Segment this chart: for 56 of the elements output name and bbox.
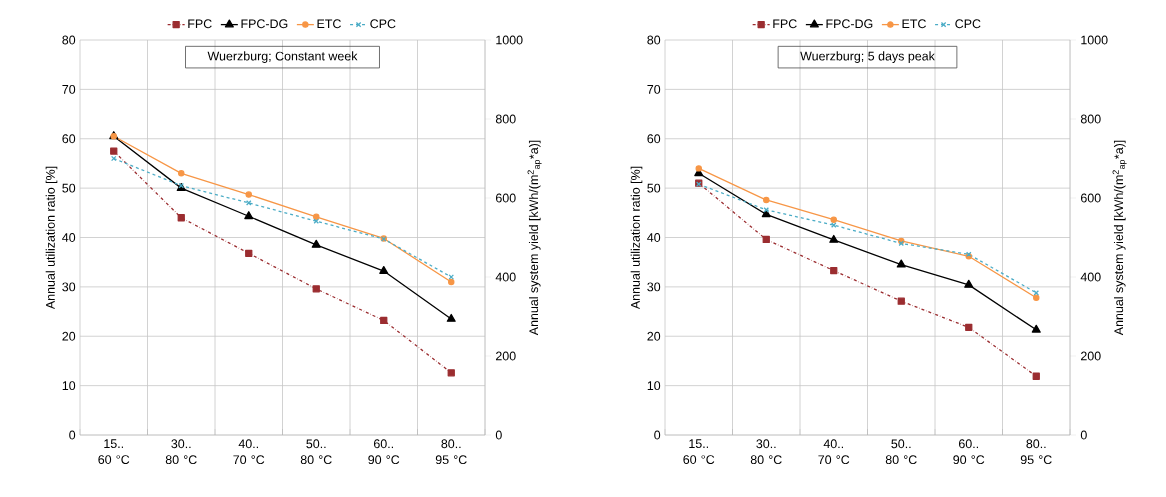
legend-label: FPC-DG — [826, 19, 873, 29]
y2-tick-label: 600 — [495, 193, 516, 203]
y-tick-label: 10 — [647, 381, 661, 391]
y-tick-label: 60 — [62, 134, 76, 144]
y2-tick-label: 400 — [1080, 272, 1101, 282]
x-tick-label: 50.. 80 °C — [885, 439, 917, 465]
y-tick-label: 20 — [647, 331, 661, 341]
x-tick-label: 40.. 70 °C — [818, 439, 850, 465]
legend-label: ETC — [902, 19, 926, 29]
y2-tick-label: 200 — [495, 351, 516, 361]
y-tick-label: 50 — [62, 183, 76, 193]
x-tick-label: 15.. 60 °C — [98, 439, 130, 464]
y2-tick-label: 600 — [1080, 193, 1101, 203]
y-tick-label: 80 — [647, 35, 661, 45]
x-tick-label: 50.. 80 °C — [300, 439, 332, 465]
x-tick-label: 80.. 95 °C — [1020, 439, 1052, 465]
y-tick-label: 30 — [647, 282, 661, 292]
legend-label: CPC — [370, 19, 396, 29]
y-tick-label: 70 — [647, 84, 661, 94]
x-tick-label: 60.. 90 °C — [953, 439, 985, 465]
text: Wuerzburg; 5 days peak — [800, 51, 935, 63]
y-tick-label: 40 — [62, 233, 76, 242]
y2-tick-label: 0 — [1080, 430, 1087, 440]
y-tick-label: 20 — [62, 331, 76, 341]
legend-label: FPC — [188, 19, 212, 29]
x-tick-label: 60.. 90 °C — [368, 439, 400, 465]
y-tick-label: 70 — [62, 84, 76, 94]
y-tick-label: 50 — [647, 183, 661, 193]
y2-axis-title: Annual system yield [kWh/(m$^{2}$$_{ap}$*a)] — [527, 140, 542, 336]
y-axis-title: Annual utilization ratio [%] — [630, 166, 643, 310]
y-tick-label: 80 — [62, 35, 76, 45]
y2-tick-label: 1000 — [496, 35, 523, 45]
y-tick-label: 40 — [647, 233, 661, 242]
y2-tick-label: 200 — [1080, 351, 1101, 361]
y2-tick-label: 1000 — [1081, 35, 1108, 45]
y-tick-label: 0 — [69, 430, 76, 440]
y2-tick-label: 400 — [495, 272, 516, 282]
legend-label: FPC — [773, 19, 797, 29]
legend-label: ETC — [317, 19, 341, 29]
x-tick-label: 80.. 95 °C — [435, 439, 467, 465]
x-tick-label: 30.. 80 °C — [750, 439, 782, 465]
x-tick-label: 30.. 80 °C — [165, 439, 197, 465]
y2-tick-label: 800 — [1080, 114, 1101, 124]
legend-label: CPC — [955, 19, 981, 29]
y-tick-label: 30 — [62, 282, 76, 292]
y2-axis-title: Annual system yield [kWh/(m$^{2}$$_{ap}$*a)] — [1112, 140, 1127, 336]
x-tick-label: 40.. 70 °C — [233, 439, 265, 465]
text: Wuerzburg; Constant week — [207, 51, 358, 63]
y2-tick-label: 800 — [495, 114, 516, 124]
y-tick-label: 10 — [62, 381, 76, 391]
y-tick-label: 60 — [647, 134, 661, 144]
y-tick-label: 0 — [654, 430, 661, 440]
x-tick-label: 15.. 60 °C — [683, 439, 715, 464]
y2-tick-label: 0 — [495, 430, 502, 440]
legend-label: FPC-DG — [241, 19, 288, 29]
y-axis-title: Annual utilization ratio [%] — [45, 166, 58, 310]
